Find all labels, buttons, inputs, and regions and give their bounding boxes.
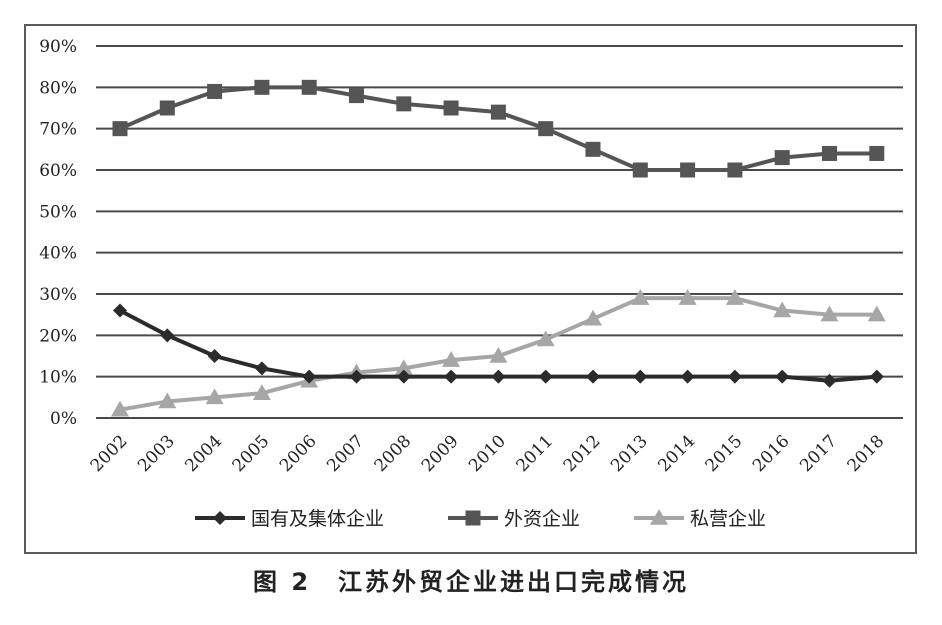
data-point (207, 349, 222, 363)
legend-label: 外资企业 (504, 508, 580, 530)
data-point (160, 328, 175, 343)
data-point (349, 88, 364, 104)
data-point (254, 79, 270, 95)
series-layer (111, 79, 886, 417)
data-point (773, 301, 792, 318)
y-tick-label: 0% (50, 409, 77, 429)
y-tick-label: 60% (39, 161, 77, 181)
data-point (396, 369, 411, 384)
legend: 国有及集体企业 外资企业 私营企业 (195, 508, 766, 530)
y-axis-ticks: 0% 10% 20% 30% 40% 50% 60% 70% 80% 90% (39, 37, 77, 429)
y-tick-label: 10% (39, 368, 77, 388)
x-tick-label: 2015 (702, 431, 747, 476)
data-point (678, 289, 697, 305)
legend-marker (465, 510, 481, 526)
x-tick-label: 2010 (465, 431, 510, 476)
legend-label: 国有及集体企业 (251, 508, 384, 530)
data-point (867, 305, 886, 322)
data-point (822, 373, 837, 388)
data-point (822, 145, 837, 161)
y-tick-label: 70% (39, 120, 77, 140)
legend-label: 私营企业 (690, 508, 766, 530)
legend-marker (650, 509, 668, 525)
data-point (113, 303, 127, 318)
x-tick-label: 2011 (513, 431, 558, 476)
data-point (633, 369, 648, 384)
data-point (112, 121, 128, 137)
data-point (725, 289, 744, 305)
x-tick-label: 2012 (560, 431, 605, 476)
data-point (254, 361, 269, 376)
data-point (869, 145, 885, 161)
series-3 (111, 289, 886, 417)
y-tick-label: 50% (39, 202, 77, 222)
data-point (489, 347, 508, 363)
y-tick-label: 40% (39, 244, 77, 264)
x-tick-label: 2003 (134, 431, 179, 476)
x-axis-ticks: 2002 2003 2004 2005 2006 2007 2008 2009 2010 2011… (87, 431, 889, 476)
data-point (159, 100, 175, 116)
data-point (632, 162, 648, 178)
figure-caption: 图 2 江苏外贸企业进出口完成情况 (252, 568, 690, 596)
x-tick-label: 2017 (796, 431, 841, 476)
data-point (302, 369, 317, 384)
x-tick-label: 2002 (87, 431, 132, 476)
data-point (158, 392, 177, 409)
data-point (442, 351, 461, 367)
y-tick-label: 30% (39, 285, 77, 305)
data-point (536, 330, 555, 347)
data-point (301, 79, 317, 95)
data-point (491, 369, 506, 384)
series-1 (113, 303, 884, 388)
data-point (538, 369, 553, 384)
data-point (775, 369, 790, 384)
data-point (349, 369, 364, 384)
x-tick-label: 2013 (607, 431, 652, 476)
data-point (444, 369, 459, 384)
y-tick-label: 20% (39, 326, 77, 346)
x-tick-label: 2006 (276, 431, 321, 476)
data-point (584, 309, 602, 326)
data-point (252, 384, 271, 400)
data-point (205, 388, 224, 405)
data-point (586, 369, 600, 384)
chart-svg: 0%10%20%30%40%50%60%70%80%90% 2002 2003 20… (39, 37, 903, 530)
x-tick-label: 2004 (181, 431, 226, 476)
data-point (585, 141, 601, 157)
legend-item: 私营企业 (634, 508, 766, 530)
data-point (727, 369, 742, 384)
data-point (680, 369, 695, 384)
x-tick-label: 2014 (654, 431, 699, 476)
data-point (396, 96, 412, 112)
legend-item: 外资企业 (448, 508, 580, 530)
legend-item: 国有及集体企业 (195, 508, 384, 530)
data-point (869, 369, 884, 384)
legend-marker (213, 511, 227, 525)
data-point (774, 150, 790, 166)
y-tick-label: 80% (39, 78, 77, 98)
grid-lines (96, 45, 903, 419)
data-point (394, 359, 413, 376)
x-tick-label: 2005 (229, 431, 274, 476)
data-point (443, 100, 459, 116)
data-point (538, 121, 554, 137)
data-point (680, 162, 696, 178)
series-2 (112, 79, 885, 178)
data-point (111, 400, 129, 417)
data-point (207, 83, 223, 99)
data-point (727, 162, 743, 178)
x-tick-label: 2009 (418, 431, 463, 476)
data-point (631, 289, 650, 305)
data-point (820, 305, 839, 322)
x-tick-label: 2008 (371, 431, 416, 476)
x-tick-label: 2018 (844, 431, 889, 476)
x-tick-label: 2016 (749, 431, 794, 476)
data-point (490, 104, 506, 120)
y-tick-label: 90% (39, 37, 77, 57)
x-tick-label: 2007 (323, 431, 368, 476)
